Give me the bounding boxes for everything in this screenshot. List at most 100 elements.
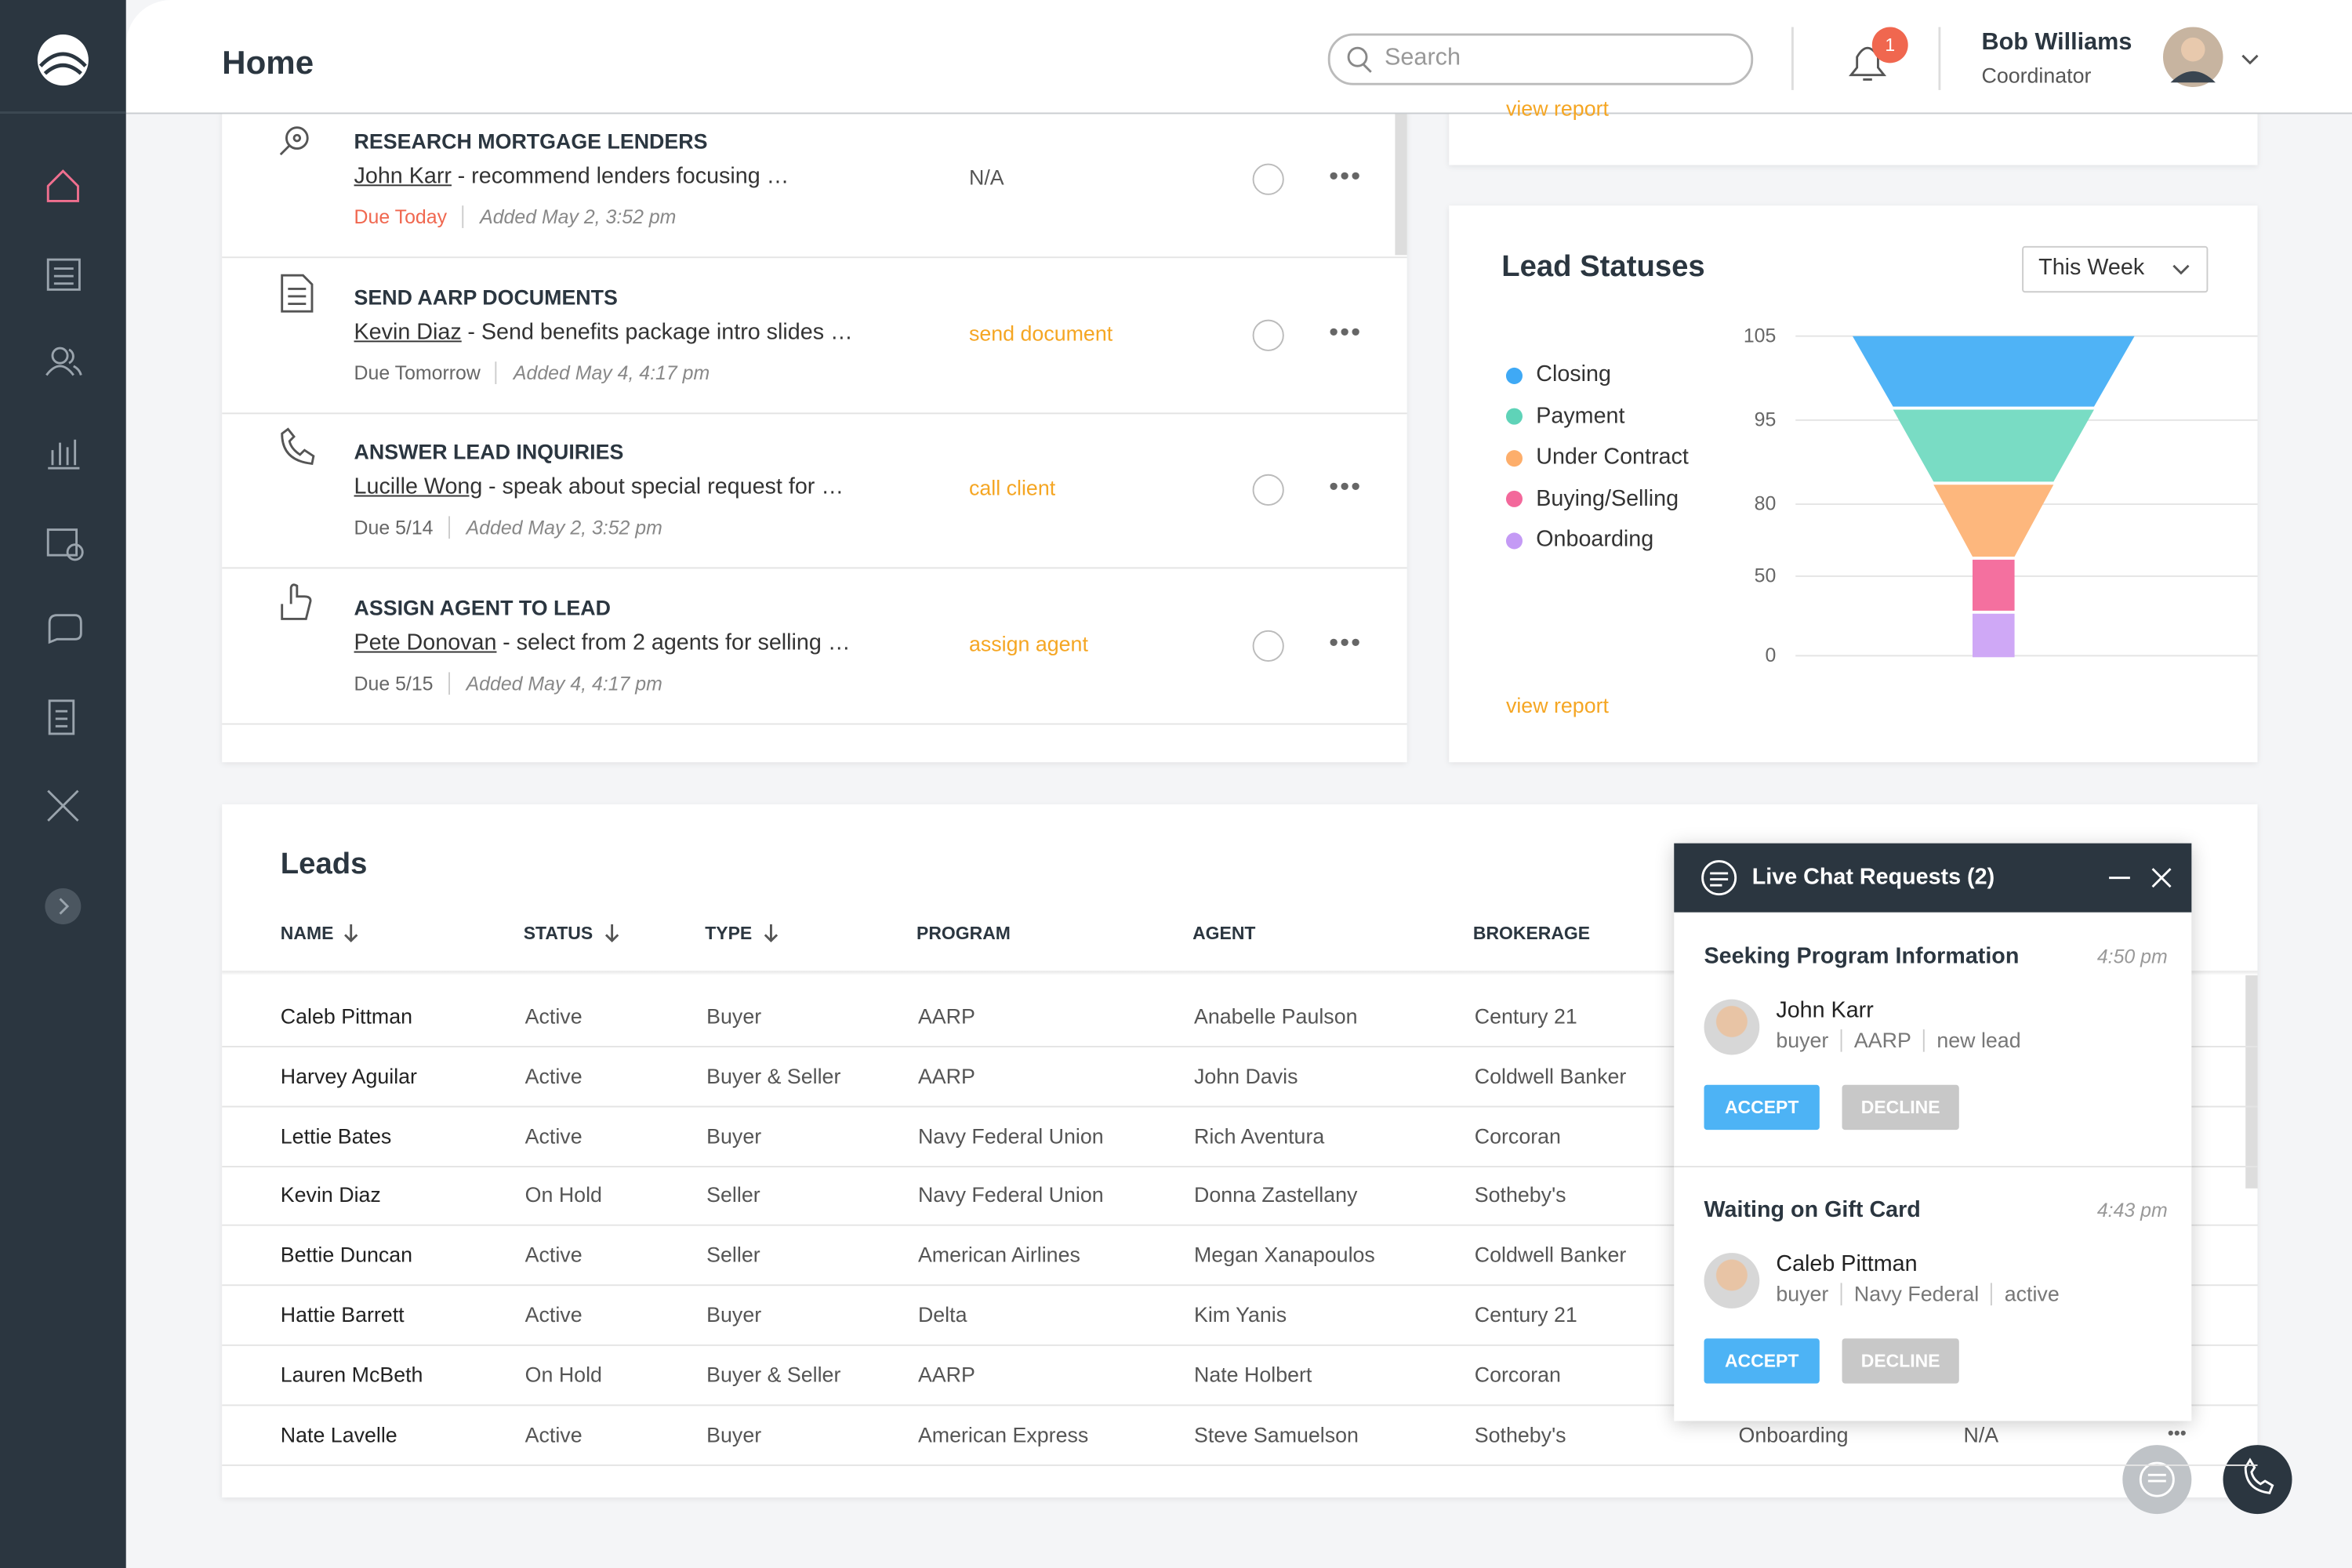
column-header[interactable]: NAME — [280, 923, 334, 944]
task-action[interactable]: assign agent — [968, 630, 1088, 655]
table-cell: AARP — [917, 1063, 975, 1088]
legend-dot — [1505, 490, 1523, 507]
arrow — [764, 924, 779, 943]
task-title: ANSWER LEAD INQUIRIES — [354, 439, 624, 464]
request-subject: Waiting on Gift Card — [1704, 1197, 1921, 1223]
chat-icons — [1701, 860, 2172, 896]
divider — [222, 722, 1407, 724]
contact-tag: Navy Federal — [1853, 1281, 1980, 1306]
column-header[interactable]: AGENT — [1192, 923, 1256, 944]
scrollbar — [1395, 112, 1407, 256]
contact-name: Caleb Pittman — [1776, 1251, 1918, 1277]
table-cell: Buyer — [706, 1123, 762, 1148]
task-checkbox[interactable] — [1252, 163, 1284, 195]
table-cell: N/A — [1963, 1421, 1999, 1446]
task-action[interactable]: send document — [968, 320, 1113, 345]
y-tick-label: 105 — [1743, 324, 1777, 347]
task-contact[interactable]: Kevin Diaz — [354, 318, 462, 345]
column-header[interactable]: PROGRAM — [916, 923, 1011, 944]
table-cell: Corcoran — [1474, 1123, 1561, 1148]
task-menu[interactable]: ••• — [1329, 160, 1363, 191]
chat-header — [1674, 843, 2192, 913]
task-action[interactable]: call client — [968, 475, 1056, 500]
legend-dot — [1505, 532, 1523, 549]
arrow — [344, 924, 359, 943]
chat-button[interactable] — [2122, 1445, 2192, 1515]
request-subject: Seeking Program Information — [1704, 943, 2020, 970]
task-checkbox[interactable] — [1252, 474, 1284, 506]
task-description: - Send benefits package intro slides … — [467, 318, 853, 345]
accept-button[interactable]: ACCEPT — [1704, 1338, 1820, 1384]
view-report-link[interactable]: view report — [1505, 96, 1609, 121]
task-contact[interactable]: Lucille Wong — [354, 474, 483, 500]
table-cell: Harvey Aguilar — [280, 1063, 417, 1088]
row-divider — [222, 1045, 2258, 1047]
task-added: Added May 2, 3:52 pm — [480, 205, 677, 228]
table-cell: Buyer — [706, 1421, 762, 1446]
decline-button[interactable]: DECLINE — [1842, 1084, 1959, 1131]
search-input[interactable]: Search — [1384, 45, 1461, 71]
table-cell: Sotheby's — [1474, 1182, 1566, 1207]
column-header[interactable]: BROKERAGE — [1472, 923, 1591, 944]
card-title: Lead Statuses — [1501, 250, 1705, 284]
table-cell: John Davis — [1193, 1063, 1298, 1088]
task-due: Due 5/14 — [354, 516, 434, 539]
table-cell: Lettie Bates — [280, 1123, 392, 1148]
table-cell: Lauren McBeth — [280, 1362, 423, 1387]
contact-name: John Karr — [1776, 997, 1874, 1024]
divider — [222, 412, 1407, 414]
task-contact[interactable]: Pete Donovan — [354, 629, 497, 655]
row-divider — [222, 1404, 2258, 1406]
task-added: Added May 2, 3:52 pm — [466, 516, 662, 539]
task-due: Due Tomorrow — [354, 361, 481, 384]
column-header[interactable]: STATUS — [523, 923, 593, 944]
decline-button[interactable]: DECLINE — [1842, 1338, 1959, 1384]
call-button[interactable] — [2223, 1445, 2292, 1515]
task-checkbox[interactable] — [1252, 629, 1284, 662]
view-report-link[interactable]: view report — [1505, 693, 1609, 717]
table-cell: Seller — [706, 1243, 760, 1267]
period-dropdown[interactable]: This Week — [2022, 245, 2209, 293]
sort-arrow — [604, 923, 622, 951]
table-cell: Coldwell Banker — [1474, 1063, 1627, 1088]
legend-label: Payment — [1536, 402, 1625, 429]
separator — [1991, 1283, 1993, 1306]
legend-dot — [1505, 366, 1523, 384]
table-cell: AARP — [917, 1362, 975, 1387]
chevron — [2172, 264, 2190, 275]
row-divider — [222, 1225, 2258, 1227]
separator — [462, 205, 464, 228]
table-cell: Active — [524, 1302, 583, 1327]
table-cell: Century 21 — [1474, 1302, 1577, 1327]
table-cell: Active — [524, 1243, 583, 1267]
table-cell: Bettie Duncan — [280, 1243, 413, 1267]
separator — [448, 516, 450, 539]
task-description: - recommend lenders focusing … — [457, 163, 789, 190]
task-menu[interactable]: ••• — [1329, 315, 1363, 347]
accept-button[interactable]: ACCEPT — [1704, 1084, 1820, 1131]
separator — [495, 361, 497, 384]
avatar — [1704, 1253, 1760, 1308]
column-header[interactable]: TYPE — [705, 923, 753, 944]
request-time: 4:43 pm — [2096, 1199, 2168, 1221]
table-cell: Seller — [706, 1182, 760, 1207]
task-contact[interactable]: John Karr — [354, 163, 452, 190]
task-menu[interactable]: ••• — [1329, 626, 1363, 657]
page-title: Home — [222, 43, 314, 82]
avatar — [1704, 999, 1760, 1055]
legend-dot — [1505, 408, 1523, 425]
task-added: Added May 4, 4:17 pm — [513, 361, 710, 384]
table-cell: Nate Holbert — [1193, 1362, 1312, 1387]
task-checkbox[interactable] — [1252, 318, 1284, 350]
table-cell: On Hold — [524, 1182, 602, 1207]
row-menu[interactable]: ••• — [2167, 1422, 2187, 1444]
divider — [1674, 1166, 2192, 1168]
table-cell: Hattie Barrett — [280, 1302, 405, 1327]
table-cell: Kim Yanis — [1193, 1302, 1287, 1327]
table-cell: Rich Aventura — [1193, 1123, 1325, 1148]
table-cell: Active — [524, 1004, 583, 1029]
task-menu[interactable]: ••• — [1329, 470, 1363, 502]
separator — [1923, 1029, 1926, 1052]
legend-label: Onboarding — [1536, 526, 1654, 553]
